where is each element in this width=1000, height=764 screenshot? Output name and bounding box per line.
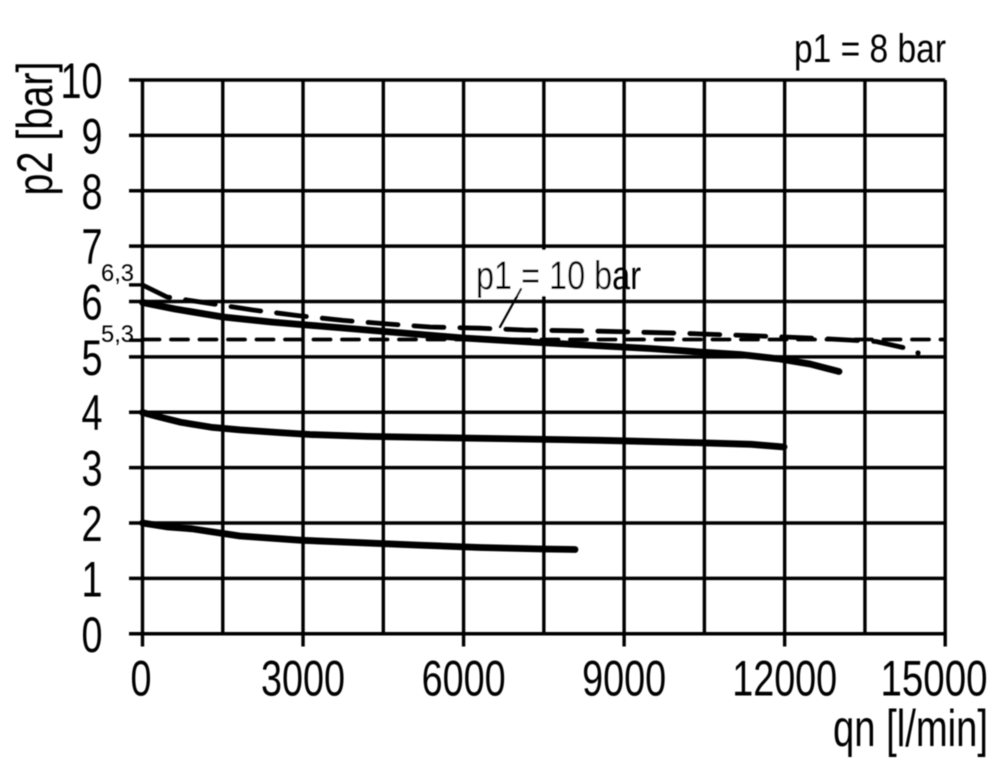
svg-text:2: 2	[82, 496, 103, 552]
svg-text:6,3: 6,3	[101, 260, 134, 287]
svg-text:7: 7	[82, 219, 103, 275]
svg-text:9: 9	[82, 108, 103, 164]
svg-text:p1 = 10 bar: p1 = 10 bar	[476, 254, 641, 298]
svg-text:10: 10	[61, 53, 103, 109]
svg-text:4: 4	[82, 385, 103, 441]
svg-text:8: 8	[82, 164, 103, 220]
svg-text:5,3: 5,3	[101, 321, 134, 348]
svg-text:qn [l/min]: qn [l/min]	[833, 700, 988, 758]
svg-text:3: 3	[82, 441, 103, 497]
svg-text:1: 1	[82, 551, 103, 607]
svg-text:6: 6	[82, 275, 103, 331]
svg-text:15000: 15000	[881, 651, 988, 707]
svg-text:9000: 9000	[582, 651, 666, 707]
svg-text:0: 0	[82, 607, 103, 663]
svg-text:12000: 12000	[732, 651, 837, 707]
svg-text:5: 5	[82, 330, 103, 386]
svg-text:0: 0	[131, 651, 152, 707]
svg-text:6000: 6000	[422, 651, 506, 707]
svg-text:p2 [bar]: p2 [bar]	[7, 62, 63, 196]
svg-text:3000: 3000	[261, 651, 345, 707]
svg-text:p1 = 8 bar: p1 = 8 bar	[794, 27, 946, 71]
